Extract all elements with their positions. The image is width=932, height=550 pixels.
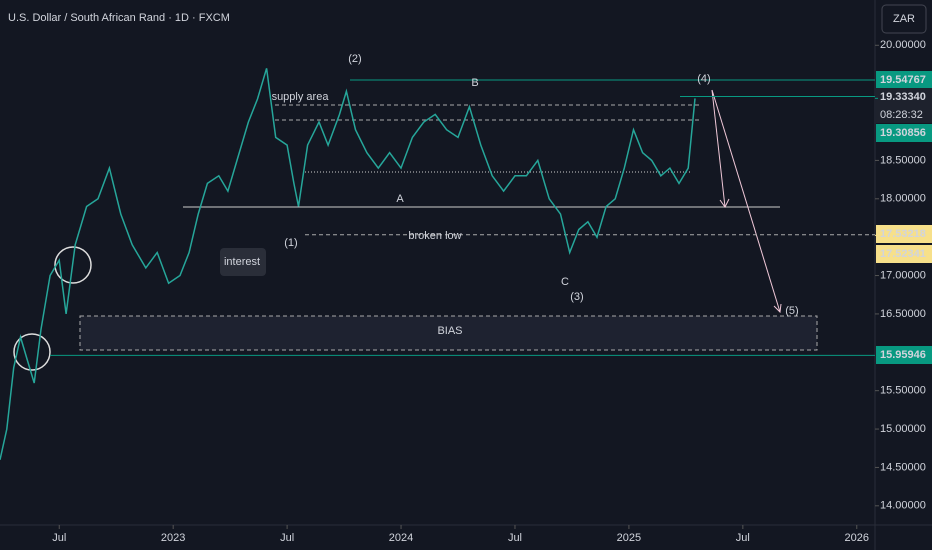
y-tick-label: 15.00000 <box>880 423 926 435</box>
annotation: B <box>471 77 478 89</box>
x-tick-label: 2024 <box>389 532 413 544</box>
highlight-circle <box>54 246 92 284</box>
x-tick-label: 2026 <box>845 532 869 544</box>
y-tick-label: 20.00000 <box>880 39 926 51</box>
price-level-label: 19.30856 <box>880 127 926 139</box>
highlight-circle <box>13 333 51 371</box>
annotation: broken low <box>408 230 461 242</box>
price-level-label: 17.53218 <box>880 228 926 240</box>
countdown: 08:28:32 <box>880 109 923 121</box>
price-level-box <box>876 245 932 263</box>
projection-arrow <box>711 89 781 313</box>
currency-button[interactable] <box>881 4 927 34</box>
y-tick-label: 18.00000 <box>880 193 926 205</box>
x-tick-label: Jul <box>508 532 522 544</box>
arrow-head <box>773 303 782 314</box>
annotation: (5) <box>785 305 798 317</box>
annotation: (3) <box>570 291 583 303</box>
x-tick-label: Jul <box>736 532 750 544</box>
price-level-label: 15.95946 <box>880 349 926 361</box>
y-tick-label: 17.00000 <box>880 269 926 281</box>
price-level-box <box>876 225 932 243</box>
annotation: BIAS <box>437 325 462 337</box>
y-tick-label: 14.50000 <box>880 461 926 473</box>
y-tick-label: 18.50000 <box>880 154 926 166</box>
arrow-head <box>719 198 730 208</box>
projection-arrow <box>711 89 726 208</box>
annotation: C <box>561 276 569 288</box>
price-level-label: 19.33340 <box>880 91 926 103</box>
price-level-label: 19.54767 <box>880 74 926 86</box>
annotation: interest <box>224 256 260 268</box>
price-level-box <box>876 88 932 106</box>
bias-box <box>79 315 818 351</box>
price-level-box <box>876 346 932 364</box>
x-tick-label: Jul <box>52 532 66 544</box>
currency-label[interactable]: ZAR <box>893 13 915 25</box>
annotation: supply area <box>272 91 330 103</box>
y-tick-label: 14.00000 <box>880 500 926 512</box>
price-level-box <box>876 71 932 89</box>
annotation: (1) <box>284 237 297 249</box>
x-tick-label: 2025 <box>617 532 641 544</box>
y-tick-label: 15.50000 <box>880 385 926 397</box>
price-level-box <box>876 124 932 142</box>
countdown-box <box>876 106 932 123</box>
annotation: (2) <box>348 53 361 65</box>
annotation: A <box>396 193 404 205</box>
price-level-label: 17.52341 <box>880 248 926 260</box>
chart-title: U.S. Dollar / South African Rand · 1D · … <box>8 12 230 24</box>
price-line <box>0 68 696 460</box>
x-tick-label: 2023 <box>161 532 185 544</box>
y-tick-label: 16.50000 <box>880 308 926 320</box>
interest-box <box>220 248 266 276</box>
annotation: (4) <box>697 73 710 85</box>
x-tick-label: Jul <box>280 532 294 544</box>
